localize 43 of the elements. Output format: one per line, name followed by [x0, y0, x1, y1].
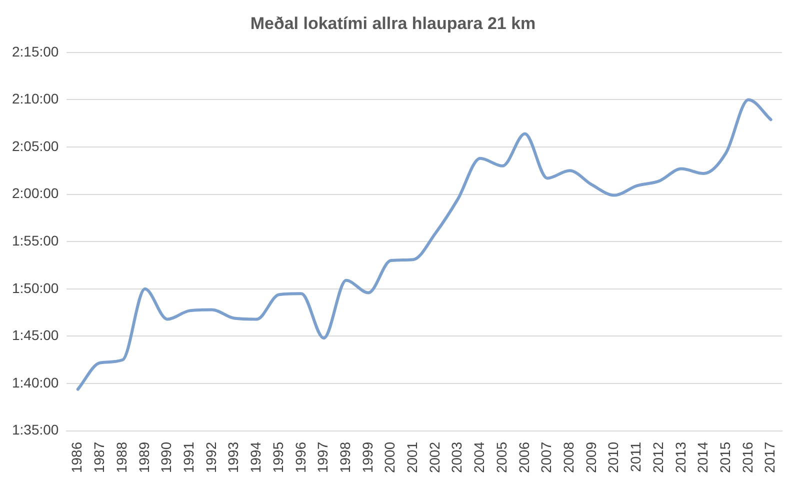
x-tick-label: 1989: [136, 442, 152, 474]
x-tick-label: 2009: [582, 442, 599, 474]
x-tick-label: 2014: [694, 442, 711, 474]
x-tick-label: 2016: [739, 442, 756, 474]
y-tick-label: 2:05:00: [12, 138, 59, 154]
x-tick-label: 1996: [292, 442, 308, 474]
x-tick-label: 1998: [336, 442, 353, 474]
x-tick-label: 2006: [516, 442, 532, 474]
x-tick-label: 2012: [650, 442, 666, 474]
y-tick-label: 1:50:00: [12, 280, 59, 296]
x-tick-label: 1988: [113, 442, 130, 474]
x-tick-label: 2010: [605, 442, 622, 474]
y-tick-label: 2:15:00: [12, 43, 59, 60]
x-tick-label: 2007: [538, 442, 554, 474]
x-tick-label: 1987: [91, 442, 108, 474]
x-tick-label: 2004: [471, 442, 488, 474]
y-tick-label: 2:00:00: [12, 185, 59, 202]
y-tick-label: 2:10:00: [12, 90, 59, 107]
x-tick-label: 2013: [672, 442, 688, 474]
y-tick-label: 1:55:00: [12, 232, 59, 248]
x-tick-label: 1993: [225, 442, 242, 474]
x-tick-label: 1992: [202, 442, 219, 474]
x-tick-label: 1997: [314, 442, 331, 474]
x-tick-label: 2002: [426, 442, 442, 474]
chart-title: Meðal lokatími allra hlaupara 21 km: [250, 14, 536, 33]
line-series: [76, 98, 772, 391]
x-tick-label: 2003: [448, 442, 465, 474]
x-tick-label: 2005: [493, 442, 510, 474]
y-tick-label: 1:45:00: [12, 327, 59, 344]
x-tick-label: 2001: [404, 442, 420, 474]
x-tick-label: 1995: [270, 442, 286, 474]
x-tick-label: 2008: [560, 442, 577, 474]
x-tick-label: 1990: [158, 442, 174, 474]
x-tick-label: 1999: [359, 442, 376, 474]
y-tick-label: 1:35:00: [12, 422, 59, 438]
x-tick-label: 2015: [716, 442, 733, 474]
x-tick-label: 2011: [628, 442, 644, 472]
y-tick-label: 1:40:00: [12, 374, 59, 390]
x-tick-label: 2017: [762, 442, 778, 474]
x-tick-label: 1991: [180, 442, 197, 474]
x-tick-label: 1986: [68, 442, 85, 474]
x-tick-label: 2000: [382, 442, 398, 474]
x-tick-label: 1994: [248, 442, 264, 474]
